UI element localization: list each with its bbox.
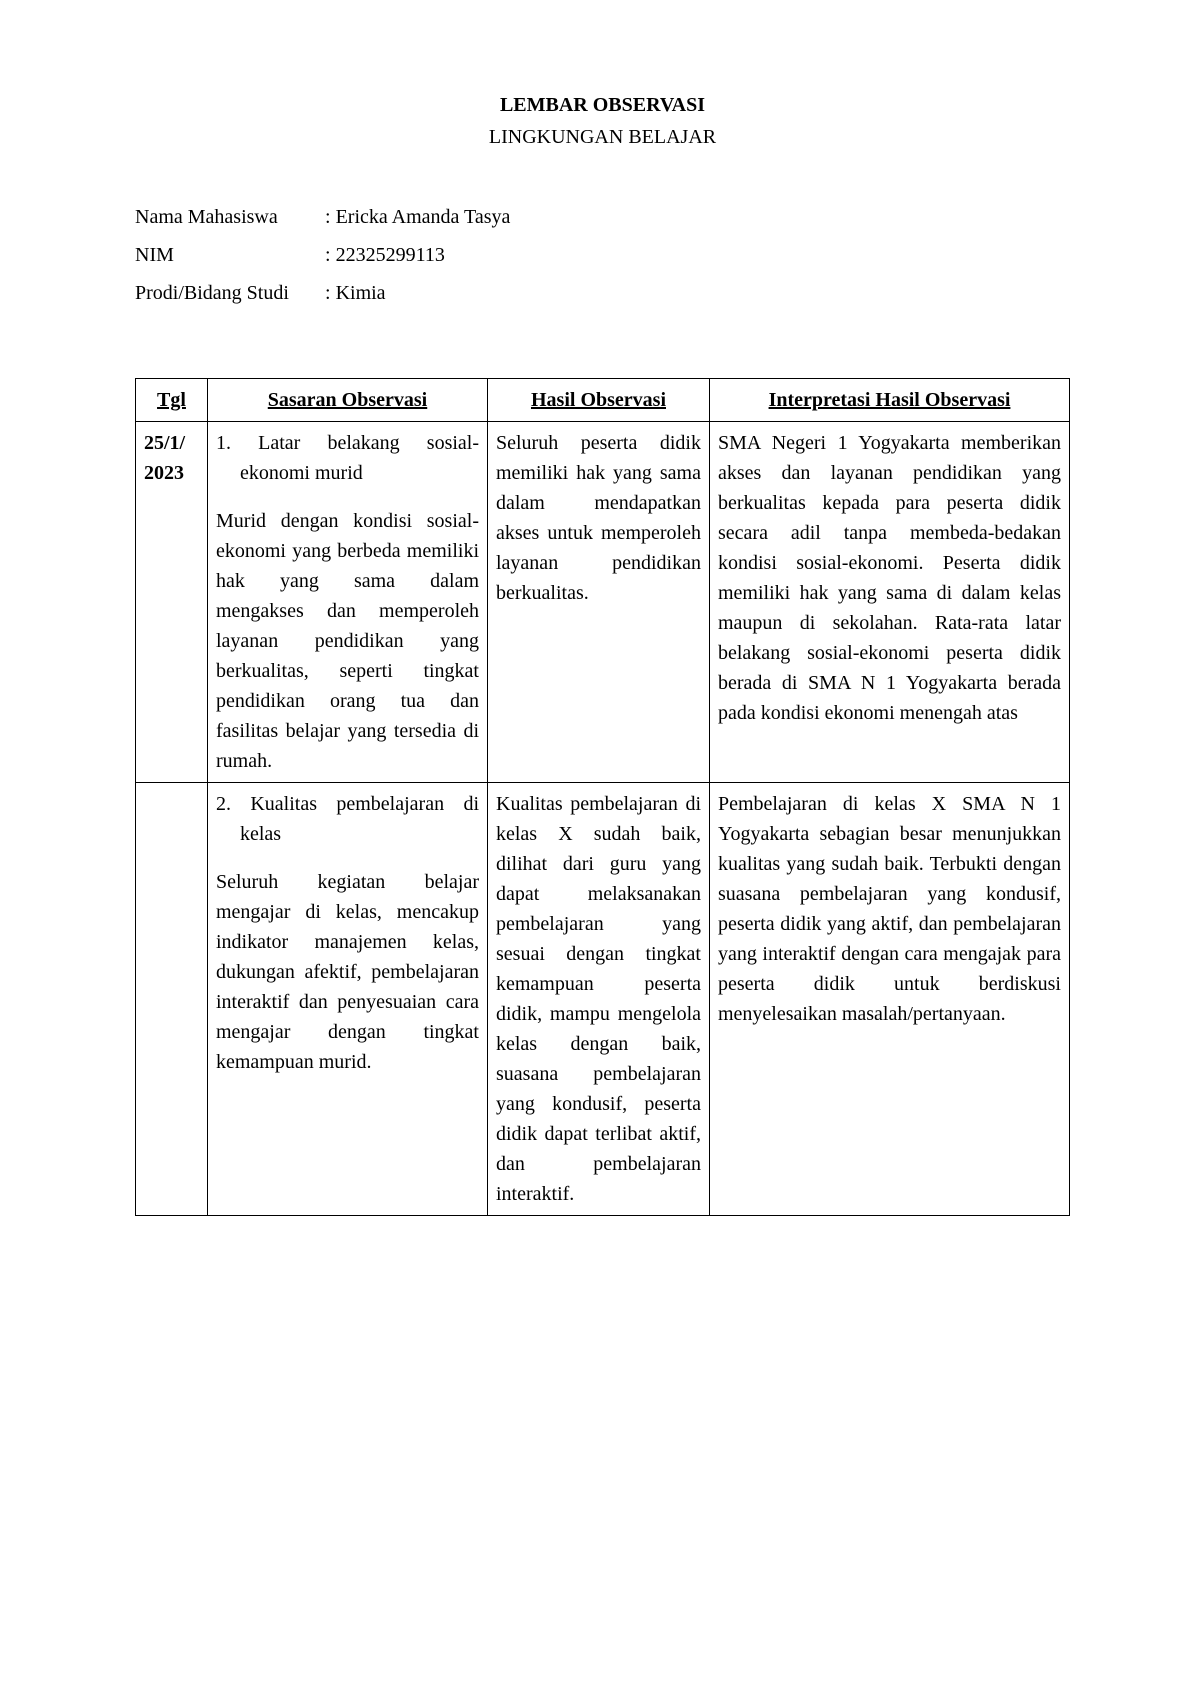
sasaran-desc: Seluruh kegiatan belajar mengajar di kel… (216, 867, 479, 1077)
header-hasil: Hasil Observasi (488, 379, 710, 422)
cell-sasaran: 1. Latar belakang sosial-ekonomi murid M… (208, 422, 488, 783)
prodi-label: Prodi/Bidang Studi (135, 278, 325, 308)
header-tgl: Tgl (136, 379, 208, 422)
table-row: 25/1/ 2023 1. Latar belakang sosial-ekon… (136, 422, 1070, 783)
sasaran-desc: Murid dengan kondisi sosial-ekonomi yang… (216, 506, 479, 776)
cell-hasil: Seluruh peserta didik memiliki hak yang … (488, 422, 710, 783)
info-row-prodi: Prodi/Bidang Studi Kimia (135, 278, 1070, 308)
document-title: LEMBAR OBSERVASI (135, 90, 1070, 120)
document-subtitle: LINGKUNGAN BELAJAR (135, 122, 1070, 152)
nama-value: Ericka Amanda Tasya (325, 202, 510, 232)
cell-hasil: Kualitas pembelajaran di kelas X sudah b… (488, 783, 710, 1216)
nim-value: 22325299113 (325, 240, 445, 270)
cell-interpretasi: Pembelajaran di kelas X SMA N 1 Yogyakar… (710, 783, 1070, 1216)
table-header-row: Tgl Sasaran Observasi Hasil Observasi In… (136, 379, 1070, 422)
student-info-section: Nama Mahasiswa Ericka Amanda Tasya NIM 2… (135, 202, 1070, 308)
cell-interpretasi: SMA Negeri 1 Yogyakarta memberikan akses… (710, 422, 1070, 783)
prodi-value: Kimia (325, 278, 386, 308)
document-header: LEMBAR OBSERVASI LINGKUNGAN BELAJAR (135, 90, 1070, 152)
nim-label: NIM (135, 240, 325, 270)
info-row-nim: NIM 22325299113 (135, 240, 1070, 270)
sasaran-title: 2. Kualitas pembelajaran di kelas (216, 789, 479, 849)
nama-label: Nama Mahasiswa (135, 202, 325, 232)
info-row-nama: Nama Mahasiswa Ericka Amanda Tasya (135, 202, 1070, 232)
table-row: 2. Kualitas pembelajaran di kelas Seluru… (136, 783, 1070, 1216)
tgl-text: 25/1/ 2023 (144, 432, 185, 484)
cell-tgl: 25/1/ 2023 (136, 422, 208, 783)
sasaran-title: 1. Latar belakang sosial-ekonomi murid (216, 428, 479, 488)
cell-sasaran: 2. Kualitas pembelajaran di kelas Seluru… (208, 783, 488, 1216)
header-sasaran: Sasaran Observasi (208, 379, 488, 422)
header-interpretasi: Interpretasi Hasil Observasi (710, 379, 1070, 422)
observation-table: Tgl Sasaran Observasi Hasil Observasi In… (135, 378, 1070, 1216)
cell-tgl (136, 783, 208, 1216)
